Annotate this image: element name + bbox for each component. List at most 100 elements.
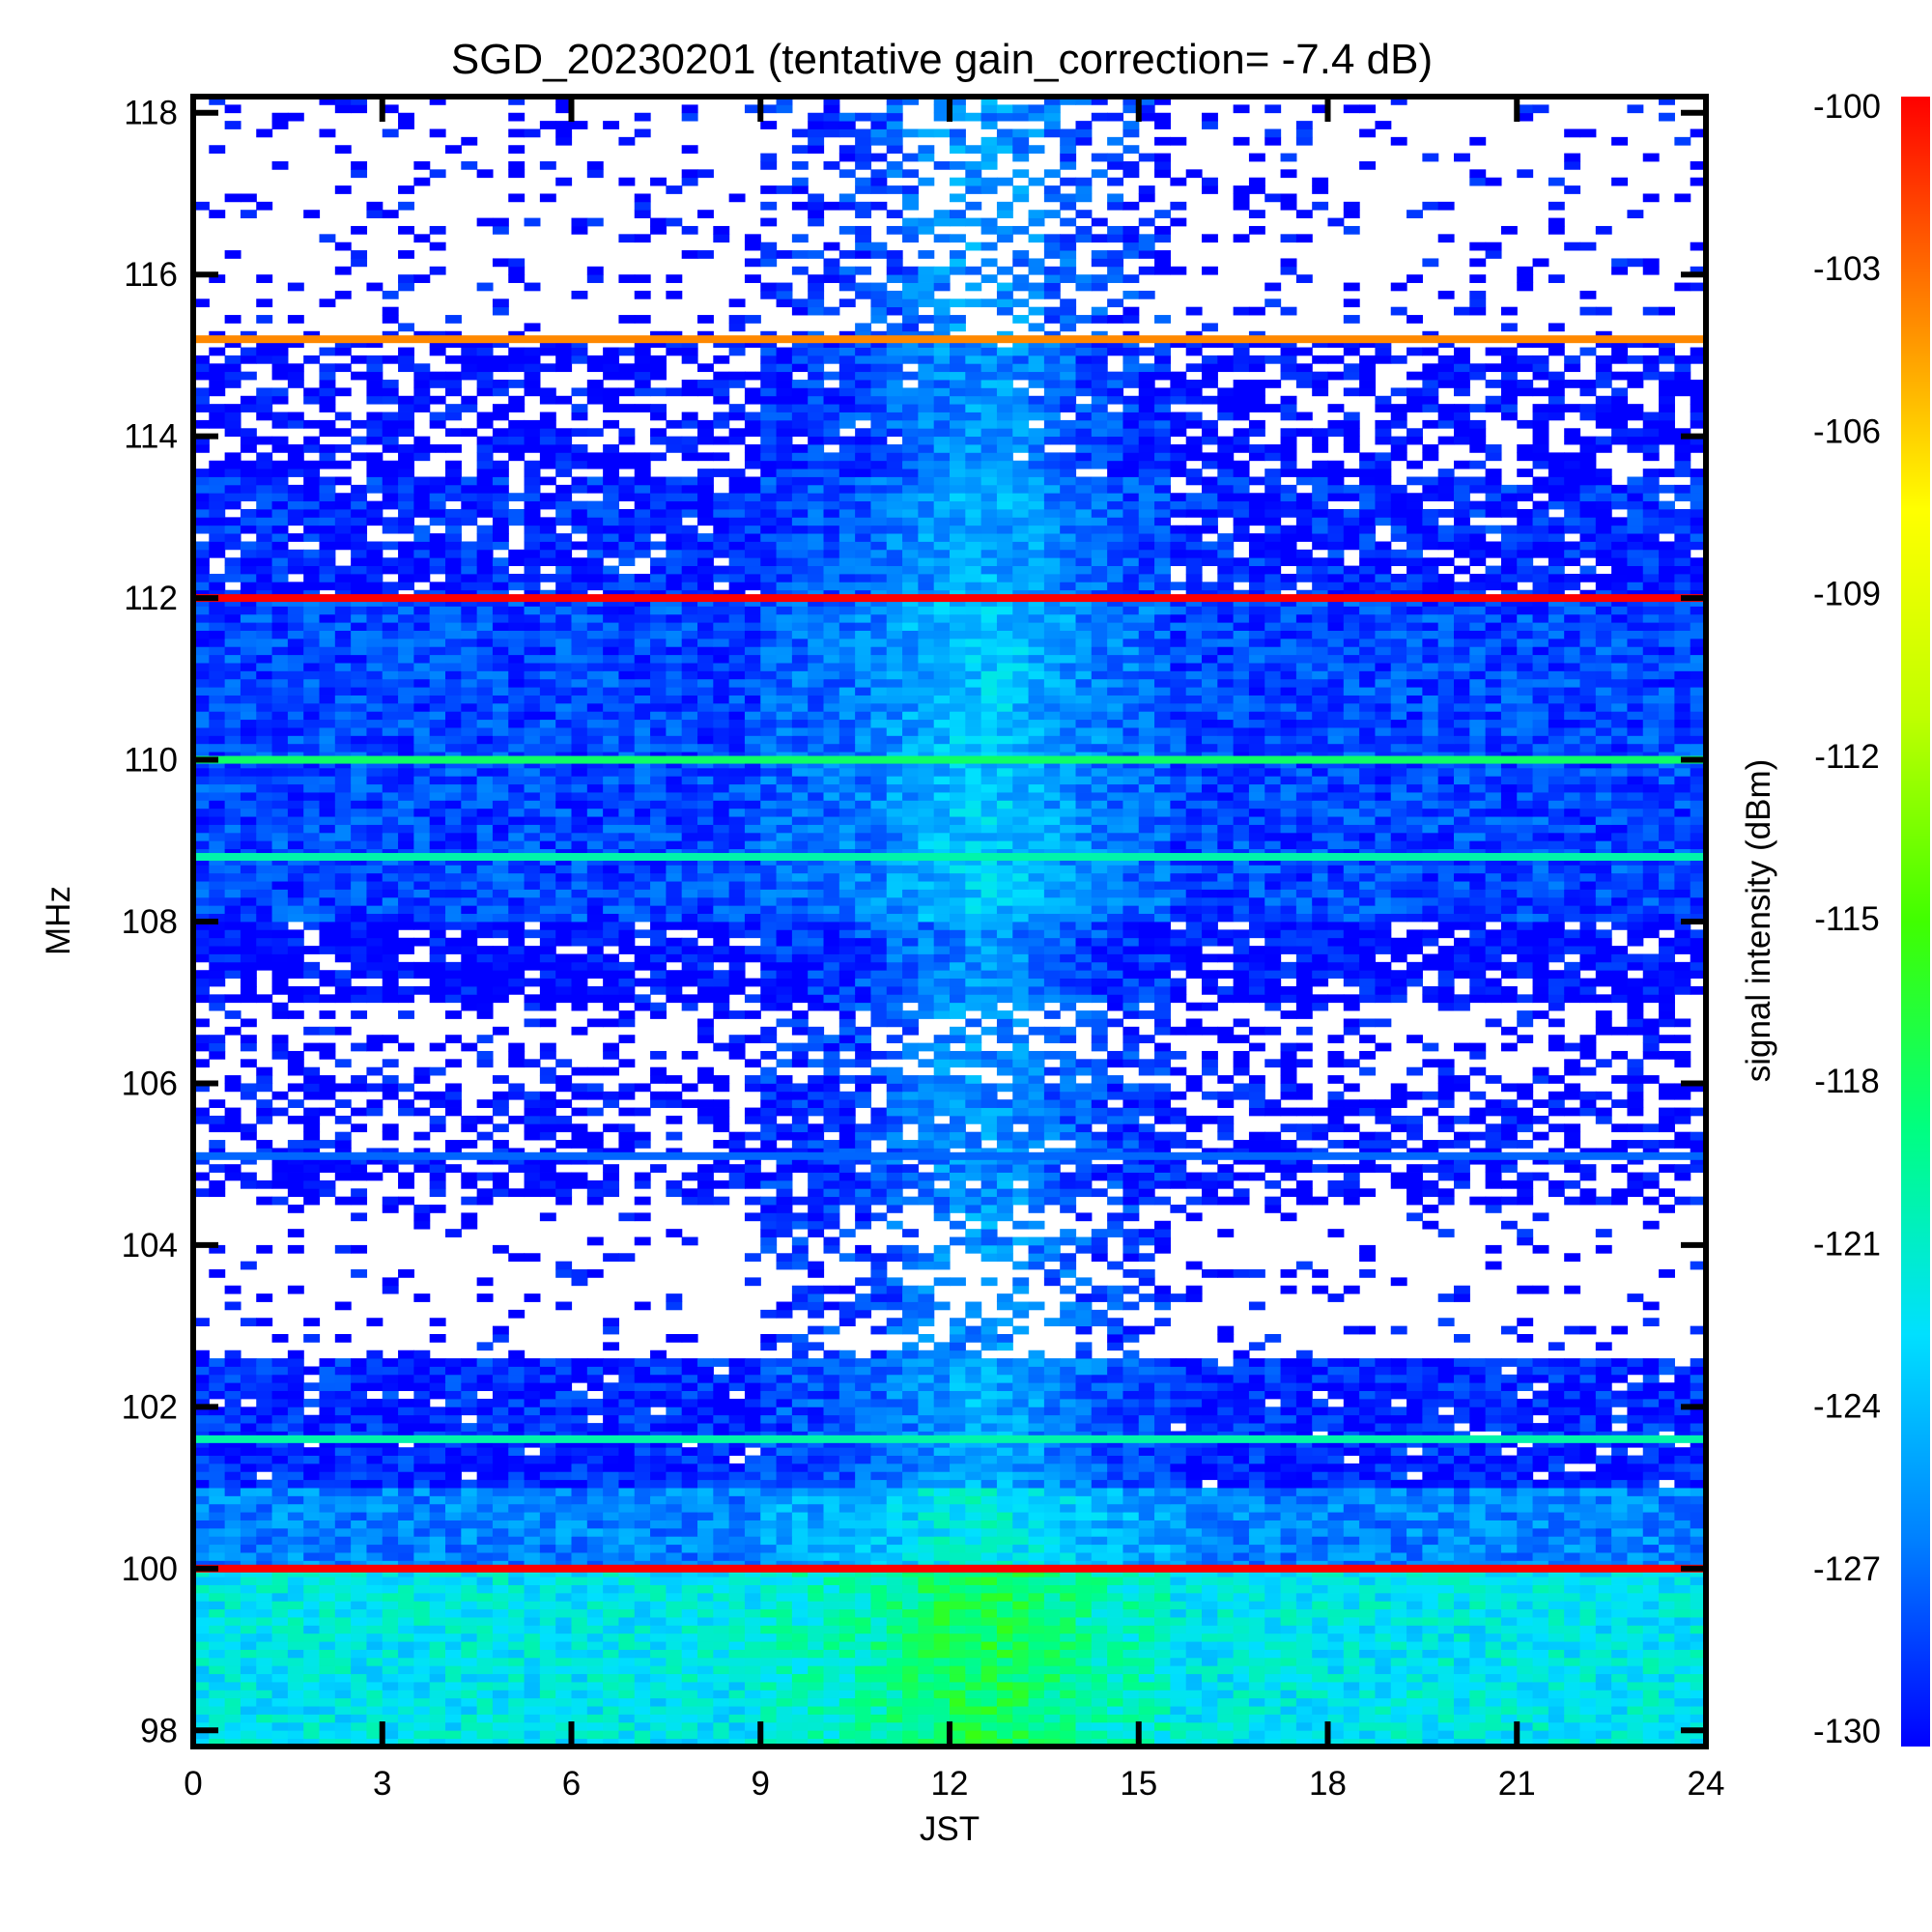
heatmap-cell [1107, 1318, 1123, 1326]
heatmap-cell [1029, 1262, 1045, 1270]
heatmap-cell [1264, 1375, 1281, 1383]
heatmap-cell [303, 1382, 320, 1391]
heatmap-cell [1659, 1471, 1675, 1480]
heatmap-cell [1517, 1504, 1533, 1513]
heatmap-cell [288, 1480, 304, 1489]
heatmap-cell [1627, 1593, 1643, 1602]
heatmap-cell [587, 1480, 604, 1489]
heatmap-cell [1643, 1609, 1660, 1618]
heatmap-cell [1391, 1609, 1407, 1618]
heatmap-cell [241, 1480, 257, 1489]
heatmap-cell [303, 1682, 320, 1690]
heatmap-cell [303, 1463, 320, 1472]
heatmap-cell [1486, 1399, 1502, 1407]
heatmap-cell [618, 1366, 635, 1375]
heatmap-cell [1012, 1730, 1029, 1739]
heatmap-cell [1107, 1423, 1123, 1432]
heatmap-cell [1107, 1665, 1123, 1674]
heatmap-cell [1012, 1504, 1029, 1513]
heatmap-cell [666, 1382, 682, 1391]
heatmap-cell [1139, 1634, 1155, 1642]
heatmap-cell [997, 1463, 1013, 1472]
heatmap-cell [303, 1634, 320, 1642]
heatmap-cell [839, 1302, 856, 1311]
heatmap-cell [445, 1634, 462, 1642]
heatmap-cell [1170, 1512, 1186, 1520]
heatmap-cell [1375, 1665, 1391, 1674]
heatmap-cell [461, 1391, 477, 1400]
heatmap-cell [934, 1715, 951, 1723]
heatmap-cell [1060, 1520, 1076, 1529]
heatmap-cell [603, 1625, 619, 1634]
heatmap-cell [1596, 1423, 1612, 1432]
heatmap-cell [808, 1406, 824, 1415]
heatmap-cell [1659, 1399, 1675, 1407]
heatmap-cell [981, 1698, 998, 1707]
heatmap-cell [1548, 1488, 1565, 1496]
heatmap-cell [760, 1634, 777, 1642]
heatmap-cell [572, 1358, 588, 1367]
heatmap-cell [603, 1463, 619, 1472]
heatmap-cell [555, 1706, 572, 1715]
heatmap-cell [1076, 1722, 1093, 1731]
heatmap-cell [351, 1212, 367, 1221]
heatmap-cell [682, 1593, 698, 1602]
heatmap-cell [777, 1488, 793, 1496]
heatmap-cell [430, 1682, 446, 1690]
heatmap-cell [225, 1634, 242, 1642]
heatmap-cell [303, 1423, 320, 1432]
heatmap-cell [493, 1391, 509, 1400]
heatmap-cell [572, 1609, 588, 1618]
heatmap-cell [1296, 1617, 1313, 1626]
heatmap-cell [508, 1463, 525, 1472]
heatmap-cell [965, 1520, 981, 1529]
heatmap-cell [1044, 1641, 1061, 1650]
heatmap-cell [540, 1456, 556, 1464]
heatmap-cell [1217, 1447, 1234, 1456]
heatmap-cell [729, 1617, 746, 1626]
heatmap-cell [1249, 1715, 1265, 1723]
heatmap-cell [1548, 1641, 1565, 1650]
heatmap-cell [225, 1545, 242, 1553]
heatmap-cell [1122, 1205, 1139, 1213]
heatmap-cell [682, 1528, 698, 1537]
heatmap-cell [697, 1197, 714, 1206]
heatmap-cell [777, 1650, 793, 1659]
heatmap-cell [870, 1382, 887, 1391]
heatmap-cell [1359, 1536, 1376, 1545]
heatmap-cell [1107, 1399, 1123, 1407]
heatmap-cell [1107, 1536, 1123, 1545]
heatmap-cell [555, 1528, 572, 1537]
heatmap-cell [413, 1545, 430, 1553]
heatmap-cell [1186, 1463, 1203, 1472]
heatmap-cell [1375, 1674, 1391, 1683]
heatmap-cell [666, 1601, 682, 1609]
heatmap-cell [1060, 1358, 1076, 1367]
heatmap-cell [1249, 1520, 1265, 1529]
heatmap-cell [697, 1682, 714, 1690]
heatmap-cell [918, 1415, 934, 1424]
heatmap-cell [555, 1375, 572, 1383]
heatmap-cell [272, 1625, 289, 1634]
heatmap-cell [1312, 1593, 1328, 1602]
heatmap-cell [760, 1504, 777, 1513]
heatmap-cell [1312, 1706, 1328, 1715]
heatmap-cell [1375, 1423, 1391, 1432]
heatmap-cell [713, 1463, 729, 1472]
heatmap-cell [1422, 1706, 1438, 1715]
heatmap-cell [493, 1706, 509, 1715]
heatmap-cell [1107, 1512, 1123, 1520]
heatmap-cell [1107, 1302, 1123, 1311]
heatmap-cell [965, 1528, 981, 1537]
heatmap-cell [508, 1690, 525, 1698]
heatmap-cell [508, 1415, 525, 1424]
heatmap-cell [918, 1650, 934, 1659]
heatmap-cell [918, 1391, 934, 1400]
heatmap-cell [383, 1366, 399, 1375]
heatmap-cell [1438, 1480, 1455, 1489]
heatmap-cell [209, 1358, 225, 1367]
heatmap-cell [1139, 1706, 1155, 1715]
heatmap-cell [225, 1488, 242, 1496]
heatmap-cell [525, 1634, 541, 1642]
heatmap-cell [1627, 1617, 1643, 1626]
